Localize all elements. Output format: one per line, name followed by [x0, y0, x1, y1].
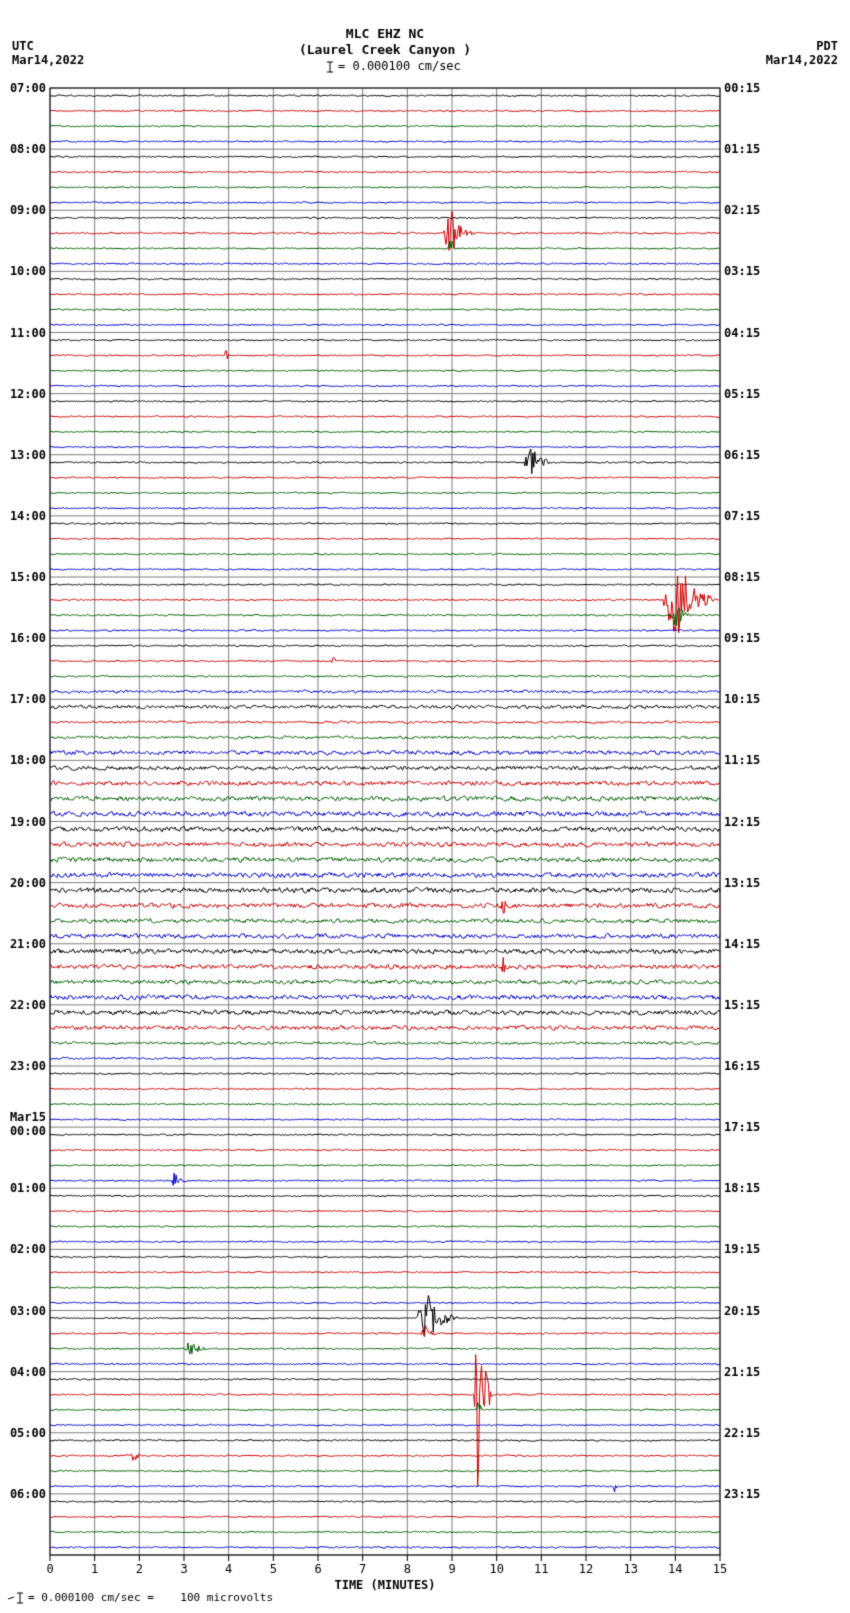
seismogram-plot — [0, 0, 850, 1613]
